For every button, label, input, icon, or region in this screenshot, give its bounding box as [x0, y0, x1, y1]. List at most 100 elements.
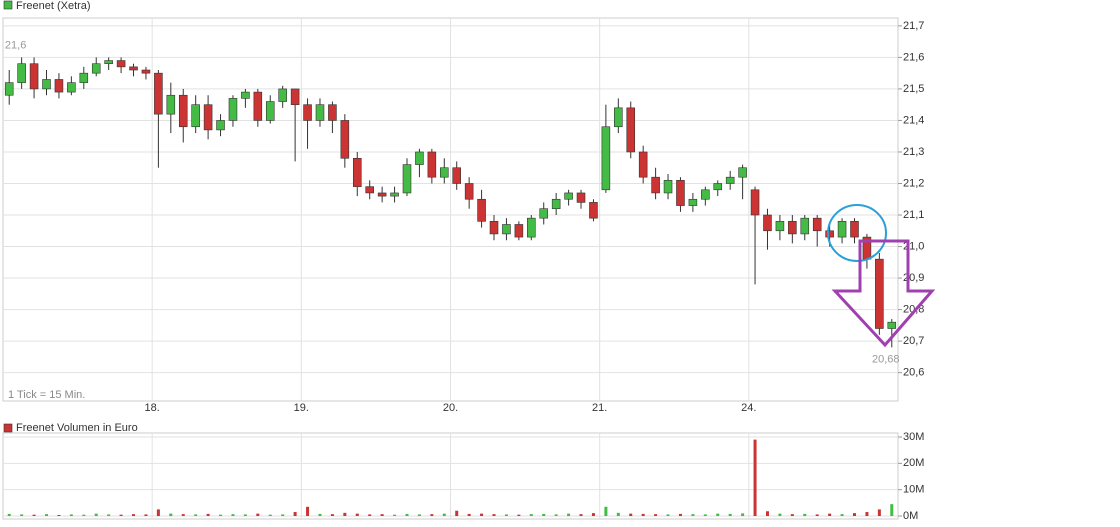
candle-body — [701, 189, 710, 200]
candle-body — [42, 79, 51, 90]
volume-bar — [20, 514, 24, 516]
legend-label: Freenet Volumen in Euro — [16, 422, 138, 434]
volume-bar — [405, 513, 409, 516]
candle-body — [265, 101, 275, 121]
volume-bar — [380, 514, 384, 516]
candle-body — [352, 157, 362, 187]
volume-bar — [554, 514, 558, 516]
candle-body — [402, 164, 412, 194]
candle-body — [315, 104, 325, 121]
candle-body — [54, 79, 64, 93]
y-tick-label: 21,1 — [903, 209, 924, 221]
candle-body — [738, 167, 747, 178]
candle-body — [676, 180, 685, 206]
y-tick-label: 21,2 — [903, 177, 924, 189]
volume-bar — [691, 514, 695, 516]
candle-body — [688, 198, 698, 206]
candle-body — [564, 192, 573, 200]
volume-bar — [132, 514, 136, 516]
candle-body — [67, 82, 76, 93]
volume-bar — [765, 511, 769, 516]
y-tick-label: 30M — [903, 431, 924, 443]
x-tick-label: 21. — [592, 402, 607, 414]
candle-body — [328, 104, 337, 121]
highlight-circle — [827, 204, 887, 262]
y-tick-label: 0M — [903, 510, 918, 522]
y-tick-label: 20,9 — [903, 272, 924, 284]
volume-bar — [32, 514, 36, 516]
volume-bar — [355, 513, 359, 516]
candle-body — [216, 120, 225, 131]
candle-body — [377, 192, 387, 197]
candle-body — [166, 94, 176, 115]
volume-bar — [716, 513, 720, 516]
legend-swatch — [3, 0, 13, 10]
candle-body — [427, 151, 437, 178]
volume-bar — [517, 514, 521, 516]
volume-bar — [579, 514, 583, 516]
candle-body — [253, 91, 263, 121]
volume-bar — [7, 513, 11, 516]
candle-body — [79, 72, 89, 83]
candle-body — [29, 63, 39, 90]
volume-bar — [368, 514, 372, 516]
candle-body — [502, 224, 511, 235]
candle-body — [228, 98, 238, 121]
volume-bar — [542, 513, 546, 516]
volume-bar — [293, 512, 297, 516]
volume-bar — [194, 514, 198, 516]
volume-bar — [206, 513, 210, 516]
candle-body — [390, 192, 399, 197]
volume-bar — [567, 513, 571, 516]
volume-bar — [815, 514, 819, 516]
volume-bar — [728, 513, 732, 516]
volume-bar — [529, 514, 533, 516]
candle-body — [464, 183, 474, 200]
volume-bar — [219, 514, 223, 516]
volume-bar — [877, 509, 881, 516]
volume-bar — [94, 513, 98, 516]
candle-body — [17, 63, 26, 83]
volume-bar — [741, 513, 745, 516]
volume-bar — [45, 514, 49, 516]
candle-body — [303, 104, 312, 121]
volume-bar — [504, 514, 508, 516]
candle-body — [775, 221, 785, 232]
candle-body — [800, 217, 810, 235]
volume-bar — [616, 512, 620, 516]
volume-bar — [604, 506, 608, 516]
volume-bar — [343, 512, 347, 516]
candle-body — [875, 258, 884, 329]
legend-label: Freenet (Xetra) — [16, 0, 91, 12]
candle-body — [440, 167, 449, 178]
candle-body — [191, 104, 200, 128]
candle-body — [340, 120, 350, 159]
candle-body — [551, 198, 561, 210]
volume-bar — [703, 514, 707, 516]
candle-body — [601, 126, 611, 191]
low-label: 20,68 — [872, 353, 900, 365]
volume-bar — [828, 513, 832, 516]
x-tick-label: 19. — [294, 402, 309, 414]
volume-bar — [169, 513, 173, 516]
volume-bar — [790, 514, 794, 516]
volume-bar — [330, 514, 334, 516]
candle-body — [651, 176, 660, 194]
candle-body — [477, 198, 486, 222]
candle-body — [452, 167, 461, 184]
candle-body — [626, 107, 636, 153]
down-arrow — [831, 239, 936, 348]
y-tick-label: 10M — [903, 484, 924, 496]
candle-body — [788, 221, 797, 235]
volume-bar — [852, 513, 856, 516]
candle-body — [850, 221, 859, 238]
y-tick-label: 21,6 — [903, 51, 924, 63]
candle-body — [713, 183, 723, 191]
note: 1 Tick = 15 Min. — [8, 389, 85, 401]
y-tick-label: 21,7 — [903, 20, 924, 32]
candle-body — [4, 82, 14, 96]
volume-bar — [641, 513, 645, 516]
x-tick-label: 20. — [443, 402, 458, 414]
volume-bar — [455, 510, 459, 516]
volume-bar — [492, 514, 496, 516]
